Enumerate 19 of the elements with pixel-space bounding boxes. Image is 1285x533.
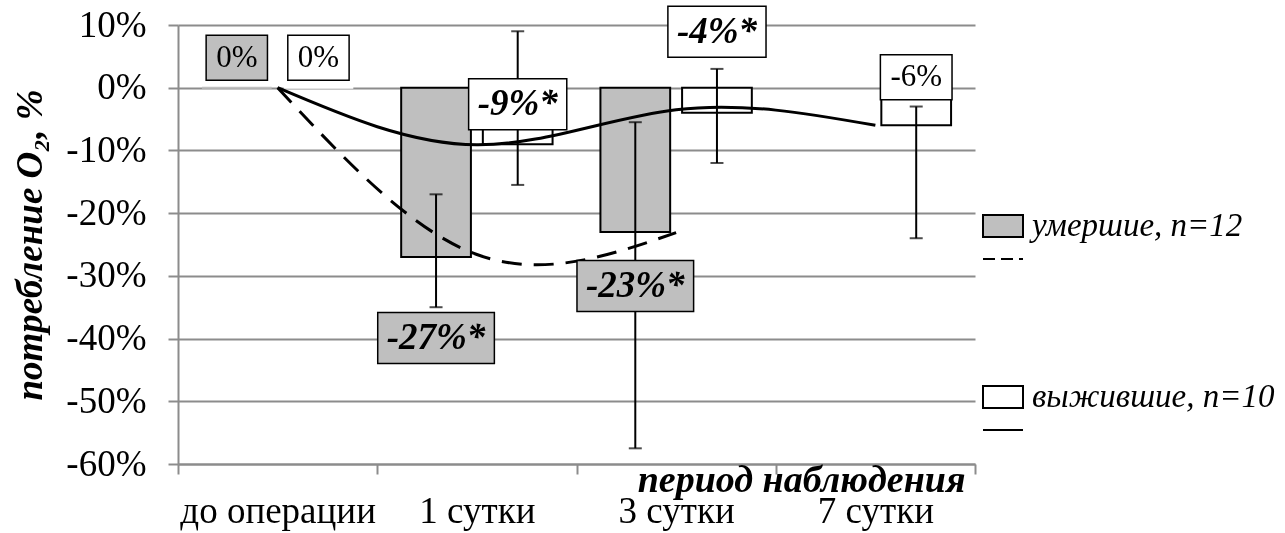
y-tick-label: 10% — [78, 3, 147, 45]
x-tick-label: до операции — [180, 489, 376, 531]
y-tick-label: -20% — [66, 191, 147, 233]
data-label: 0% — [216, 38, 258, 74]
y-tick-label: -50% — [66, 379, 147, 421]
y-tick-label: -40% — [66, 317, 147, 359]
legend-label: умершие, n=12 — [1029, 207, 1243, 243]
y-axis-title: потребление O₂, % — [9, 89, 51, 401]
data-label: -6% — [890, 58, 943, 94]
y-tick-label: -30% — [66, 254, 147, 296]
y-tick-label: -60% — [66, 442, 147, 484]
data-label: -4%* — [676, 9, 758, 51]
x-tick-label: 1 сутки — [419, 489, 536, 531]
data-label: -27%* — [386, 316, 486, 358]
y-tick-label: 0% — [97, 66, 147, 108]
data-label: -23%* — [585, 263, 686, 305]
y-tick-label: -10% — [66, 128, 147, 170]
legend-label: выжившие, n=10 — [1032, 378, 1276, 414]
data-label: 0% — [297, 38, 340, 74]
